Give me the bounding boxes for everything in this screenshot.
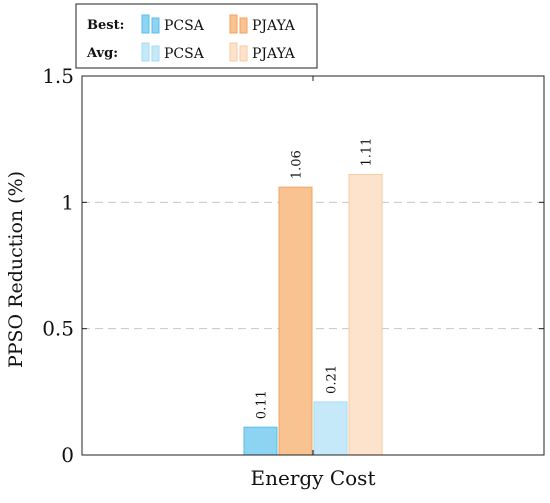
legend-entry-label: PJAYA — [252, 46, 296, 62]
legend-swatch — [239, 17, 248, 34]
legend-swatch — [239, 45, 248, 62]
bar-avg-pcsa — [313, 401, 348, 456]
legend-swatch — [151, 45, 160, 62]
legend-swatch — [141, 14, 150, 34]
bars — [243, 174, 383, 456]
plot-frame — [81, 75, 545, 456]
y-tick-label: 0.5 — [42, 317, 74, 341]
y-tick-label: 0 — [61, 443, 74, 467]
y-tick-label: 1.5 — [42, 64, 74, 88]
bar-best-pjaya — [278, 186, 313, 456]
y-axis-title: PPSO Reduction (%) — [5, 171, 27, 368]
legend: Best: PCSA PJAYA Avg: PCSA PJAYA — [75, 3, 318, 69]
gridlines — [82, 201, 544, 330]
data-label: 0.21 — [325, 365, 340, 394]
data-label: 1.06 — [290, 150, 305, 179]
data-label: 0.11 — [255, 390, 270, 419]
legend-group-title: Avg: — [86, 46, 118, 61]
legend-entry-label: PCSA — [164, 18, 205, 34]
y-axis: 0 0.5 1 1.5 — [42, 64, 544, 467]
legend-swatch — [141, 42, 150, 62]
x-axis: Energy Cost — [251, 76, 376, 490]
bar-best-pcsa — [243, 426, 278, 456]
bar-avg-pjaya — [348, 174, 383, 456]
legend-group-title: Best: — [87, 18, 124, 33]
legend-swatch — [229, 42, 238, 62]
data-label: 1.11 — [360, 138, 375, 167]
legend-swatch — [151, 17, 160, 34]
y-tick-label: 1 — [61, 190, 74, 214]
x-tick-label: Energy Cost — [251, 466, 376, 490]
legend-entry-label: PCSA — [164, 46, 205, 62]
data-labels: 0.11 1.06 0.21 1.11 — [255, 138, 375, 420]
legend-box — [75, 3, 318, 69]
legend-swatch — [229, 14, 238, 34]
legend-entry-label: PJAYA — [252, 18, 296, 34]
